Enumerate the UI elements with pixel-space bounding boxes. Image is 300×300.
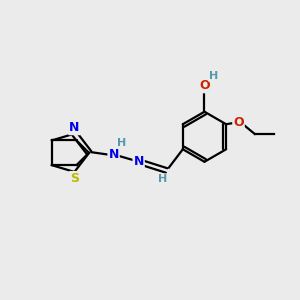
Text: N: N: [134, 155, 144, 168]
Text: N: N: [69, 121, 80, 134]
Text: H: H: [209, 71, 218, 81]
Text: O: O: [233, 116, 244, 129]
Text: O: O: [199, 79, 210, 92]
Text: H: H: [117, 138, 127, 148]
Text: N: N: [108, 148, 119, 161]
Text: S: S: [70, 172, 79, 185]
Text: H: H: [158, 174, 168, 184]
